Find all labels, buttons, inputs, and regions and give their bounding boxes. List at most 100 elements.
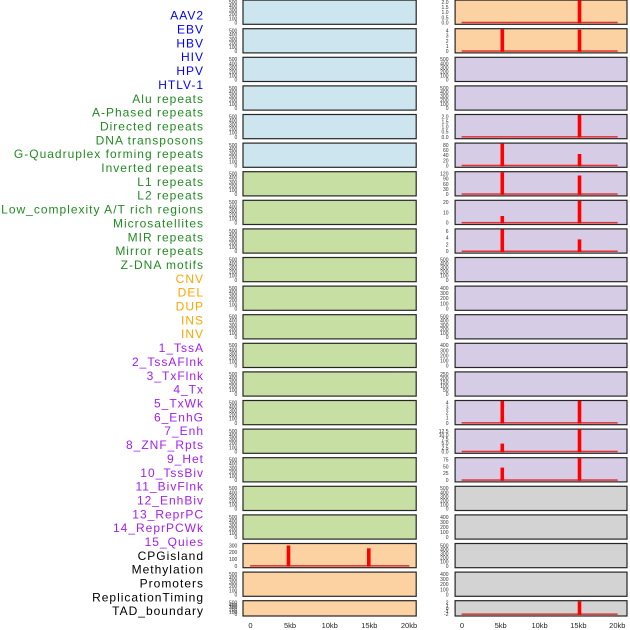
svg-text:200: 200 [440, 498, 449, 504]
svg-text:100: 100 [440, 331, 449, 337]
svg-text:200: 200 [229, 355, 238, 361]
svg-text:HIV: HIV [181, 50, 204, 64]
svg-text:CNV: CNV [176, 272, 204, 286]
svg-text:0: 0 [235, 163, 238, 169]
svg-text:1: 1 [446, 44, 449, 50]
svg-text:0: 0 [235, 135, 238, 141]
svg-text:2.0: 2.0 [442, 0, 449, 6]
svg-text:200: 200 [229, 212, 238, 218]
svg-text:30: 30 [443, 187, 449, 193]
svg-text:500: 500 [440, 486, 449, 492]
svg-text:300: 300 [229, 180, 238, 186]
svg-text:300: 300 [229, 94, 238, 100]
svg-text:Mirror repeats: Mirror repeats [115, 244, 204, 258]
svg-text:100: 100 [229, 45, 238, 51]
svg-text:200: 200 [440, 353, 449, 359]
svg-text:200: 200 [440, 98, 449, 104]
svg-text:2: 2 [446, 411, 449, 417]
svg-text:400: 400 [440, 319, 449, 325]
svg-text:0: 0 [235, 421, 238, 427]
svg-text:-1: -1 [444, 609, 449, 615]
svg-text:400: 400 [440, 286, 449, 292]
svg-text:1_TssA: 1_TssA [159, 341, 204, 355]
svg-text:500: 500 [229, 57, 238, 63]
svg-text:INV: INV [181, 327, 204, 341]
svg-text:0: 0 [446, 306, 449, 312]
svg-text:11_BivFlnk: 11_BivFlnk [136, 480, 204, 494]
svg-text:200: 200 [229, 69, 238, 75]
svg-text:400: 400 [440, 90, 449, 96]
svg-text:2.5: 2.5 [442, 445, 449, 451]
svg-text:5_TxWk: 5_TxWk [154, 397, 204, 411]
svg-text:400: 400 [229, 33, 238, 39]
svg-text:3: 3 [446, 34, 449, 40]
svg-text:0: 0 [446, 507, 449, 513]
svg-text:2: 2 [446, 601, 449, 607]
svg-text:300: 300 [440, 520, 449, 526]
svg-text:0: 0 [235, 49, 238, 55]
svg-text:100: 100 [229, 217, 238, 223]
svg-text:0: 0 [235, 306, 238, 312]
svg-text:500: 500 [440, 257, 449, 263]
svg-text:60: 60 [443, 182, 449, 188]
svg-text:100: 100 [229, 102, 238, 108]
svg-text:400: 400 [440, 262, 449, 268]
svg-text:500: 500 [229, 257, 238, 263]
svg-text:500: 500 [229, 486, 238, 492]
svg-text:300: 300 [229, 37, 238, 43]
svg-text:Z-DNA motifs: Z-DNA motifs [121, 258, 204, 272]
svg-text:200: 200 [229, 470, 238, 476]
svg-text:500: 500 [229, 601, 238, 607]
svg-text:300: 300 [229, 543, 238, 549]
svg-text:200: 200 [229, 608, 238, 614]
svg-text:300: 300 [229, 237, 238, 243]
svg-text:100: 100 [229, 16, 238, 22]
svg-text:0: 0 [235, 507, 238, 513]
svg-text:200: 200 [440, 327, 449, 333]
svg-text:200: 200 [229, 441, 238, 447]
svg-text:0: 0 [235, 449, 238, 455]
svg-text:400: 400 [229, 176, 238, 182]
svg-text:0: 0 [446, 278, 449, 284]
svg-text:400: 400 [229, 433, 238, 439]
svg-text:300: 300 [229, 466, 238, 472]
svg-text:0: 0 [235, 221, 238, 227]
svg-text:400: 400 [440, 61, 449, 67]
svg-text:HPV: HPV [176, 64, 204, 78]
svg-text:200: 200 [229, 41, 238, 47]
svg-text:400: 400 [229, 405, 238, 411]
svg-text:400: 400 [440, 343, 449, 349]
svg-text:200: 200 [440, 69, 449, 75]
svg-text:0: 0 [235, 478, 238, 484]
svg-text:0: 0 [235, 249, 238, 255]
svg-text:300: 300 [229, 523, 238, 529]
svg-text:2_TssAFlnk: 2_TssAFlnk [132, 355, 204, 369]
svg-text:100: 100 [440, 102, 449, 108]
svg-text:10.0: 10.0 [439, 433, 449, 439]
svg-text:0: 0 [460, 621, 464, 630]
svg-text:INS: INS [181, 313, 204, 327]
svg-text:400: 400 [229, 490, 238, 496]
svg-text:0: 0 [446, 592, 449, 598]
svg-text:500: 500 [229, 343, 238, 349]
svg-text:0: 0 [235, 535, 238, 541]
svg-text:1.5: 1.5 [442, 120, 449, 126]
svg-text:400: 400 [229, 603, 238, 609]
svg-text:500: 500 [229, 286, 238, 292]
svg-text:400: 400 [229, 576, 238, 582]
svg-text:0: 0 [446, 606, 449, 612]
svg-text:300: 300 [440, 266, 449, 272]
svg-text:0.5: 0.5 [442, 15, 449, 21]
svg-text:100: 100 [440, 503, 449, 509]
svg-text:400: 400 [229, 204, 238, 210]
svg-text:80: 80 [443, 143, 449, 149]
svg-text:200: 200 [229, 550, 238, 556]
svg-text:20kb: 20kb [609, 621, 625, 630]
svg-text:300: 300 [229, 294, 238, 300]
svg-text:400: 400 [440, 515, 449, 521]
svg-text:400: 400 [229, 233, 238, 239]
svg-text:6: 6 [446, 229, 449, 235]
svg-text:1.0: 1.0 [442, 125, 449, 131]
svg-text:10kb: 10kb [322, 621, 338, 630]
svg-text:300: 300 [229, 380, 238, 386]
